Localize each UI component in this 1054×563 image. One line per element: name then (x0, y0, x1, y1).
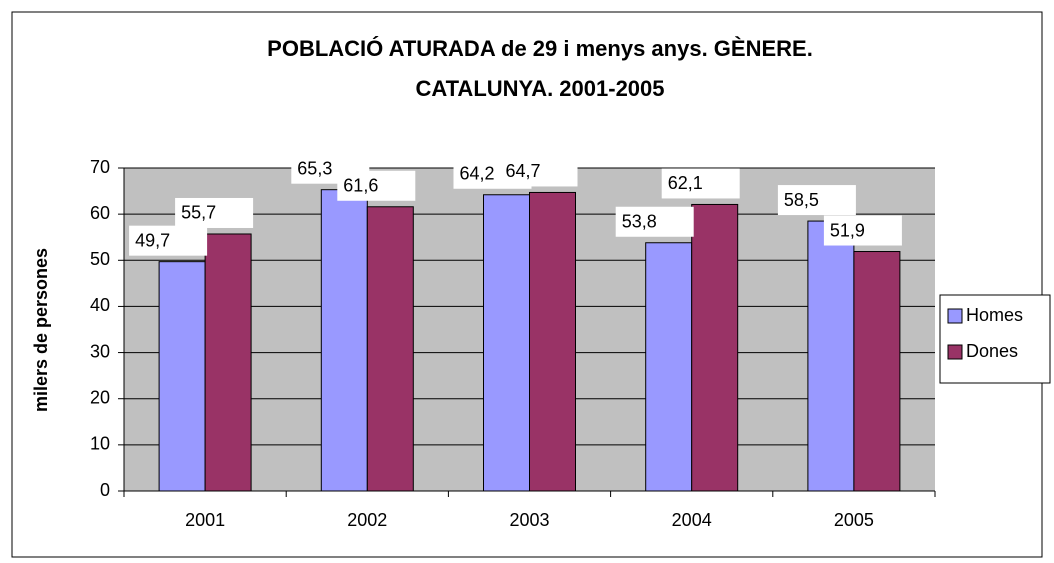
value-label-box (337, 170, 416, 201)
legend-swatch (947, 344, 963, 360)
y-tick-label: 40 (90, 295, 110, 315)
value-label: 62,1 (668, 173, 703, 193)
bar (366, 206, 414, 492)
x-tick-label: 2003 (509, 510, 549, 530)
value-label-box (129, 225, 208, 256)
y-tick-label: 70 (90, 157, 110, 177)
value-label: 65,3 (297, 158, 332, 178)
y-tick-label: 20 (90, 387, 110, 407)
value-label: 53,8 (622, 212, 657, 232)
y-tick-label: 60 (90, 203, 110, 223)
value-label-box (823, 215, 902, 246)
y-tick-label: 0 (100, 480, 110, 500)
legend-label: Homes (966, 305, 1023, 325)
value-label: 64,2 (460, 164, 495, 184)
value-label-box (499, 156, 578, 187)
value-label-box (777, 185, 856, 216)
y-tick-label: 10 (90, 434, 110, 454)
bar (529, 191, 576, 492)
bar (320, 189, 368, 492)
bar (807, 220, 855, 492)
value-label: 61,6 (343, 176, 378, 196)
value-label: 49,7 (135, 230, 170, 250)
bar (691, 203, 739, 492)
bar (853, 251, 901, 492)
x-tick-label: 2004 (672, 510, 712, 530)
legend-swatch (947, 308, 963, 324)
value-label: 51,9 (830, 220, 865, 240)
x-tick-label: 2001 (185, 510, 225, 530)
value-label-box (661, 168, 740, 199)
chart-title: CATALUNYA. 2001-2005 (415, 76, 664, 101)
bar (483, 194, 530, 492)
value-label: 64,7 (506, 161, 541, 181)
legend-label: Dones (966, 341, 1018, 361)
bar (204, 233, 252, 492)
x-tick-label: 2002 (347, 510, 387, 530)
value-label: 58,5 (784, 190, 819, 210)
x-tick-label: 2005 (834, 510, 874, 530)
value-label-box (615, 206, 694, 237)
value-label: 55,7 (181, 203, 216, 223)
y-tick-label: 30 (90, 341, 110, 361)
y-axis-label: milers de persones (31, 248, 51, 412)
chart-title: POBLACIÓ ATURADA de 29 i menys anys. GÈN… (267, 36, 813, 61)
bar (645, 242, 693, 492)
bar (158, 261, 206, 492)
value-label-box (175, 197, 254, 228)
y-tick-label: 50 (90, 249, 110, 269)
